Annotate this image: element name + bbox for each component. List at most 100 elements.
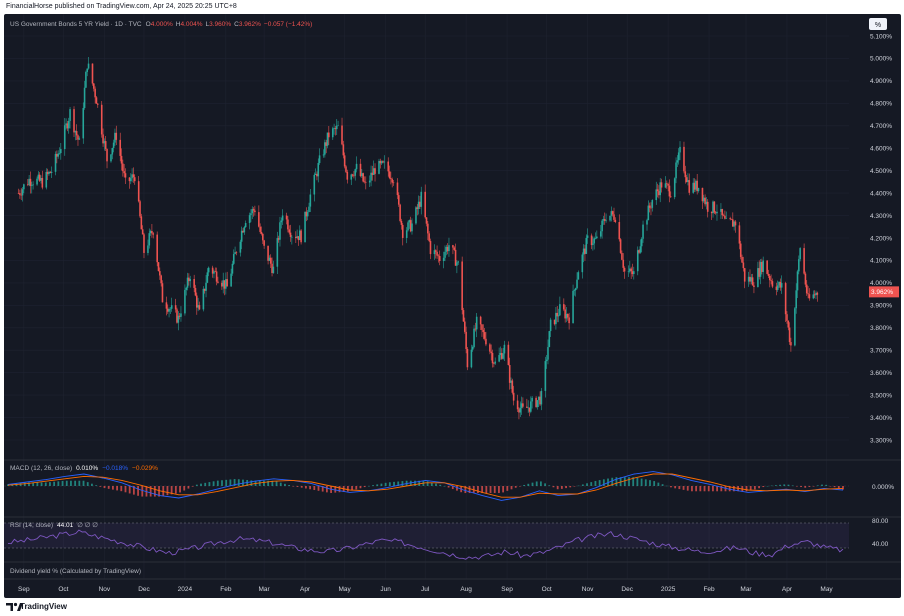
macd-histogram-bar [233,479,236,486]
candle [400,218,403,230]
candle [351,173,354,177]
candle [799,247,801,262]
candle [74,130,77,141]
candle [547,339,549,365]
candle [475,312,478,338]
candle [408,219,411,229]
candle [56,150,58,164]
candle [197,297,199,312]
candle [494,357,496,366]
macd-histogram-bar [49,482,51,486]
candle [489,342,491,355]
chart-frame[interactable]: 5.100% 5.000% 4.900% 4.800% 4.700% 4.600% 4.50… [4,14,901,598]
macd-histogram-bar [753,486,756,490]
candle [21,187,24,202]
candle [143,232,145,259]
candle [623,266,626,279]
candle [648,202,651,213]
candle [37,171,40,181]
candle [159,267,161,280]
macd-histogram-bar [204,482,207,486]
chart-canvas[interactable]: 5.100% 5.000% 4.900% 4.800% 4.700% 4.600% 4.50… [4,14,901,598]
macd-histogram-bar [682,486,685,490]
time-tick-label: Nov [582,586,594,593]
candle [427,220,429,241]
candle [638,249,640,255]
candle [420,186,423,215]
macd-histogram-bar [376,484,379,486]
candle [456,260,458,274]
macd-histogram-bar [384,482,387,486]
candle [382,160,384,164]
macd-histogram-bar [208,482,211,486]
candle [379,158,382,169]
macd-histogram-bar [120,486,123,492]
macd-histogram-bar [665,485,668,487]
macd-histogram-bar [351,486,353,491]
time-tick-label: 2025 [661,586,676,593]
macd-histogram-bar [284,483,286,486]
candle [354,168,357,181]
macd-histogram-bar [216,480,219,486]
candle [605,213,607,223]
candle [300,229,302,245]
candle [428,231,430,243]
rsi-panel: RSI (14, close) 44.01 ∅ ∅ ∅ 80.00 40.00 [4,518,889,560]
candle [706,199,709,218]
candle [701,187,704,209]
candle [687,173,689,186]
candle [500,348,503,360]
macd-histogram-bar [674,486,677,489]
candle [738,221,741,250]
macd-histogram-bar [124,486,127,493]
scale-button[interactable] [869,18,887,30]
macd-histogram-bar [325,486,328,493]
candle [141,225,144,235]
macd-histogram-bar [191,486,194,487]
candle [305,207,308,222]
candle [248,212,251,230]
candle [41,170,44,190]
candle [483,327,486,341]
macd-histogram-bar [397,481,400,486]
candle [67,117,70,134]
legend-symbol: US Government Bonds 5 YR Yield · 1D · TV… [10,21,142,28]
time-tick-label: Jun [380,586,391,593]
candle [804,271,807,288]
macd-histogram-bar [523,484,526,486]
candle [272,260,275,274]
publish-info: FinancialHorse published on TradingView.… [6,3,237,10]
candle [434,249,437,259]
macd-histogram-bar [539,481,542,486]
candle [697,187,700,193]
candle [481,323,483,337]
macd-histogram-bar [317,486,320,491]
candle [750,274,753,285]
candle [593,236,595,250]
candle [729,216,731,221]
candle [184,284,186,316]
candle [291,235,293,245]
candle [289,224,292,242]
macd-histogram-bar [598,480,601,486]
candle [716,204,718,221]
candle [767,269,770,278]
candle [409,216,412,233]
candle [40,175,42,184]
candle [659,178,662,203]
candle [815,290,817,300]
legend-o-label: O [146,21,151,28]
scale-button-label[interactable]: % [875,22,881,29]
candle [268,255,271,262]
candle [766,260,768,275]
candle [60,143,62,160]
candle [720,203,722,220]
candle [553,319,556,326]
candle [812,290,815,300]
candle [656,183,659,198]
macd-histogram-bar [821,484,823,486]
time-tick-label: Aug [460,586,472,593]
macd-histogram-bar [275,481,278,486]
macd-histogram-bar [703,486,706,492]
candle [685,174,688,183]
